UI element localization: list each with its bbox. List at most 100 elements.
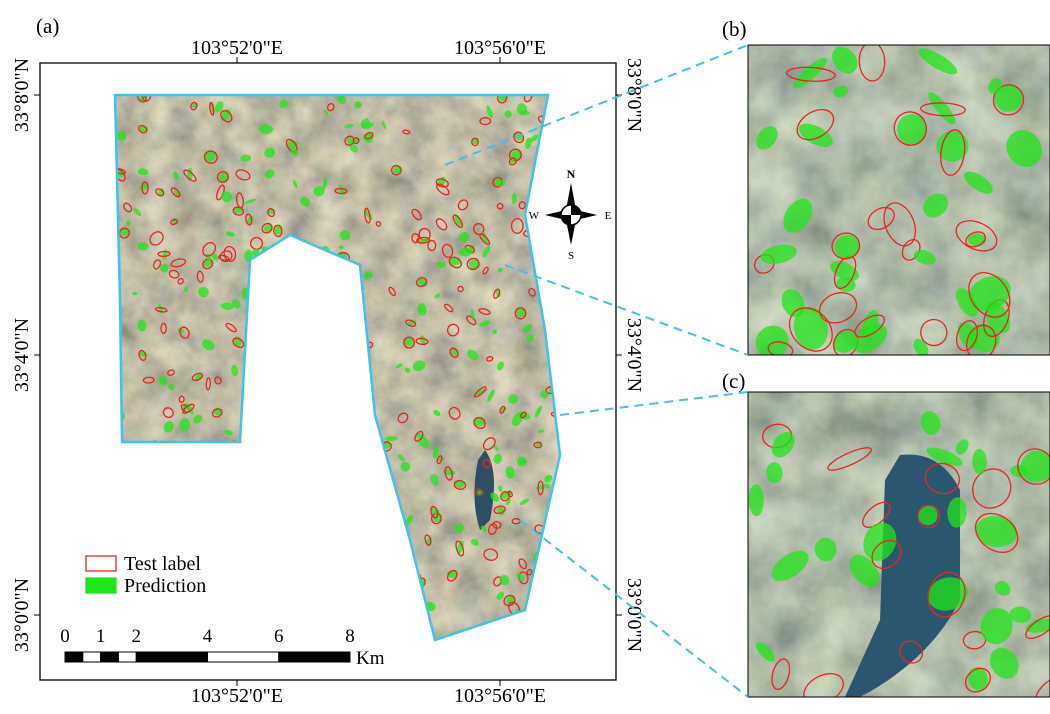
prediction-patch — [293, 336, 308, 351]
test-label-outline — [258, 555, 268, 564]
prediction-patch — [267, 295, 278, 306]
prediction-patch — [357, 547, 367, 560]
figure: (a) 103°52'0"E 103°56'0"E 103°52'0"E 1 0 3… — [0, 0, 1050, 709]
prediction-patch — [311, 397, 326, 409]
test-label-outline — [258, 433, 268, 440]
test-label-outline — [155, 474, 159, 483]
test-label-outline — [284, 297, 291, 305]
test-label-outline — [136, 603, 146, 618]
test-label-outline — [109, 382, 121, 394]
test-label-outline — [249, 345, 265, 361]
prediction-patch — [341, 267, 351, 274]
prediction-patch — [331, 479, 340, 488]
prediction-patch — [378, 578, 385, 586]
prediction-patch — [542, 284, 547, 294]
prediction-patch — [540, 212, 548, 222]
prediction-patch — [328, 477, 344, 491]
compass: N S E W — [529, 167, 612, 262]
lon-label: 103°52'0"E — [191, 37, 283, 59]
scale-bar: 012468Km — [60, 626, 384, 669]
prediction-patch — [271, 338, 279, 346]
lon-label: 103°56'0"E — [454, 37, 546, 59]
compass-label: E — [605, 210, 612, 222]
test-label-outline — [248, 373, 256, 384]
test-label-outline — [386, 540, 395, 547]
test-label-outline — [112, 329, 119, 345]
prediction-patch — [188, 627, 193, 634]
prediction-patch — [329, 427, 339, 439]
test-label-outline — [339, 517, 356, 534]
prediction-patch — [259, 454, 271, 467]
prediction-patch — [135, 603, 149, 614]
lon-label: 103°52'0"E — [191, 685, 283, 707]
prediction-patch — [170, 611, 182, 622]
test-label-outline — [370, 526, 377, 534]
legend-swatch — [86, 578, 116, 593]
test-label-outline — [326, 550, 336, 560]
scale-segment — [136, 652, 207, 662]
prediction-patch — [339, 380, 343, 385]
scale-tick-label: 4 — [203, 626, 213, 647]
compass-label: N — [567, 167, 576, 181]
scale-segment — [208, 652, 279, 662]
prediction-patch — [339, 401, 349, 411]
prediction-patch — [125, 498, 133, 508]
prediction-patch — [346, 359, 355, 368]
scale-segment — [118, 652, 136, 662]
prediction-patch — [211, 466, 223, 479]
prediction-patch — [260, 555, 269, 565]
prediction-patch — [291, 329, 302, 342]
prediction-patch — [328, 534, 338, 549]
test-label-outline — [170, 523, 182, 532]
prediction-patch — [253, 340, 263, 348]
lat-label: 33°8'0"N — [623, 58, 645, 132]
inset-image — [748, 392, 1050, 709]
test-label-outline — [165, 471, 173, 478]
prediction-patch — [369, 525, 375, 532]
prediction-patch — [356, 460, 369, 473]
scale-tick-label: 8 — [345, 626, 355, 647]
test-label-outline — [356, 469, 373, 485]
test-label-outline — [369, 570, 377, 577]
prediction-patch — [336, 545, 344, 553]
prediction-patch — [324, 255, 336, 267]
prediction-patch — [391, 518, 401, 528]
prediction-patch — [384, 596, 395, 610]
test-label-outline — [315, 579, 327, 595]
prediction-patch — [254, 615, 264, 625]
test-label-outline — [371, 613, 387, 623]
prediction-patch — [328, 551, 337, 560]
test-label-outline — [283, 432, 301, 450]
prediction-patch — [260, 494, 271, 503]
prediction-patch — [349, 414, 357, 424]
test-label-outline — [354, 461, 369, 470]
prediction-patch — [219, 509, 231, 518]
prediction-patch — [171, 615, 182, 628]
scale-tick-label: 0 — [60, 626, 70, 647]
prediction-patch — [334, 463, 342, 470]
test-label-outline — [255, 614, 265, 623]
scale-tick-label: 1 — [96, 626, 106, 647]
test-label-outline — [269, 338, 279, 348]
prediction-patch — [307, 498, 315, 507]
lat-label: 33°8'0"N — [11, 58, 33, 132]
prediction-patch — [146, 448, 159, 457]
scale-tick-label: 6 — [274, 626, 284, 647]
test-label-outline — [340, 431, 352, 439]
prediction-patch — [350, 443, 360, 453]
test-label-outline — [290, 552, 298, 565]
test-label-outline — [356, 513, 363, 523]
prediction-patch — [522, 632, 532, 639]
test-label-outline — [308, 399, 317, 409]
prediction-patch — [168, 471, 174, 477]
scale-segment — [83, 652, 101, 662]
test-label-outline — [367, 527, 379, 543]
prediction-patch — [215, 542, 228, 554]
prediction-patch — [297, 311, 310, 325]
prediction-patch — [324, 597, 333, 612]
inset-image — [748, 42, 1050, 365]
prediction-patch — [536, 260, 548, 272]
panel-label: (a) — [36, 14, 59, 38]
prediction-patch — [415, 598, 424, 605]
test-label-outline — [341, 525, 353, 537]
